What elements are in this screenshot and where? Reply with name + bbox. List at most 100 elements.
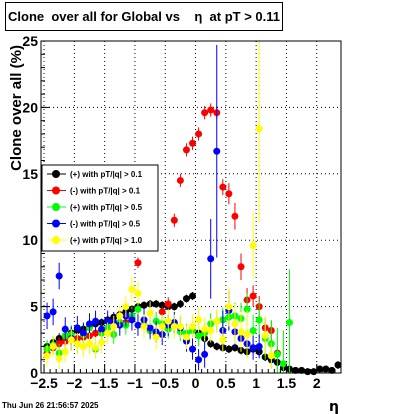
data-point <box>116 312 124 320</box>
timestamp-label: Thu Jun 26 21:56:57 2025 <box>2 401 99 410</box>
data-point <box>134 259 142 267</box>
legend-marker <box>52 186 60 195</box>
data-point <box>298 366 306 374</box>
data-point <box>79 329 87 337</box>
data-point <box>189 345 197 353</box>
data-point <box>170 323 178 331</box>
data-point <box>67 336 75 344</box>
data-point <box>225 303 233 311</box>
data-point <box>146 309 154 317</box>
data-point <box>261 332 269 340</box>
data-point <box>249 327 257 335</box>
data-point <box>134 305 142 313</box>
data-point <box>85 340 93 348</box>
data-point <box>189 292 197 300</box>
data-point <box>207 327 215 335</box>
data-point <box>49 342 57 350</box>
data-point <box>152 333 160 341</box>
data-point <box>61 325 69 333</box>
data-point <box>219 183 227 191</box>
legend-marker <box>52 236 60 244</box>
data-point <box>43 312 51 320</box>
data-point <box>92 317 100 325</box>
data-point <box>213 342 221 350</box>
x-tick-label: −0.5 <box>151 375 179 391</box>
x-tick-label: −1.5 <box>91 375 119 391</box>
data-point <box>207 106 215 114</box>
x-tick-label: 1.5 <box>277 375 297 391</box>
x-tick-label: −1 <box>127 375 143 391</box>
data-point <box>55 354 63 362</box>
y-tick-label: 15 <box>22 166 38 182</box>
data-point <box>134 321 142 329</box>
data-point <box>176 323 184 331</box>
legend-label: (+) with pT/|q| > 1.0 <box>70 236 143 245</box>
data-point <box>134 289 142 297</box>
series-5 <box>43 41 275 370</box>
legend-marker <box>52 170 60 178</box>
data-point <box>292 366 300 374</box>
data-point <box>201 325 209 333</box>
data-point <box>43 352 51 360</box>
data-point <box>328 366 336 374</box>
data-point <box>207 255 215 263</box>
legend-marker <box>52 203 60 211</box>
data-point <box>170 303 178 311</box>
data-point <box>61 348 69 356</box>
data-point <box>128 285 136 293</box>
y-tick-label: 20 <box>22 99 38 115</box>
data-point <box>255 316 263 324</box>
legend-marker <box>52 219 60 228</box>
data-point <box>213 147 221 155</box>
y-axis-label: Clone over all (%) <box>8 45 25 171</box>
data-point <box>225 345 233 353</box>
data-point <box>152 300 160 308</box>
data-point <box>176 300 184 308</box>
series-layer <box>43 41 342 376</box>
data-point <box>237 263 245 271</box>
chart-title: Clone over all for Global vs η at pT > 0… <box>8 9 280 24</box>
data-point <box>243 305 251 313</box>
data-point <box>279 360 287 368</box>
data-point <box>195 332 203 340</box>
data-point <box>98 325 106 333</box>
data-point <box>79 342 87 350</box>
data-point <box>285 319 293 327</box>
data-point <box>92 344 100 352</box>
legend-box <box>41 164 159 252</box>
y-tick-label: 10 <box>22 232 38 248</box>
x-tick-label: 0 <box>192 375 200 391</box>
data-point <box>158 301 166 309</box>
data-point <box>201 109 209 117</box>
data-point <box>195 130 203 138</box>
x-axis-label: η <box>329 399 339 414</box>
data-point <box>182 295 190 303</box>
data-point <box>334 361 342 369</box>
data-point <box>219 336 227 344</box>
data-point <box>255 125 263 133</box>
data-point <box>195 316 203 324</box>
legend-label: (+) with pT/|q| > 0.1 <box>70 170 143 179</box>
data-point <box>231 320 239 328</box>
data-point <box>231 212 239 220</box>
data-point <box>164 300 172 308</box>
data-point <box>158 308 166 316</box>
data-point <box>128 316 136 324</box>
data-point <box>110 323 118 331</box>
data-point <box>104 329 112 337</box>
legend-label: (-) with pT/|q| > 0.5 <box>70 220 141 229</box>
data-point <box>249 344 257 352</box>
data-point <box>140 301 148 309</box>
data-point <box>225 190 233 198</box>
plot-frame <box>40 40 342 374</box>
data-point <box>122 303 130 311</box>
data-point <box>146 324 154 332</box>
data-point <box>104 317 112 325</box>
y-tick-label: 25 <box>22 33 38 49</box>
x-tick-label: 1 <box>252 375 260 391</box>
data-point <box>249 292 257 300</box>
data-point <box>92 329 100 337</box>
data-point <box>267 352 275 360</box>
chart-title-box: Clone over all for Global vs η at pT > 0… <box>5 2 283 31</box>
